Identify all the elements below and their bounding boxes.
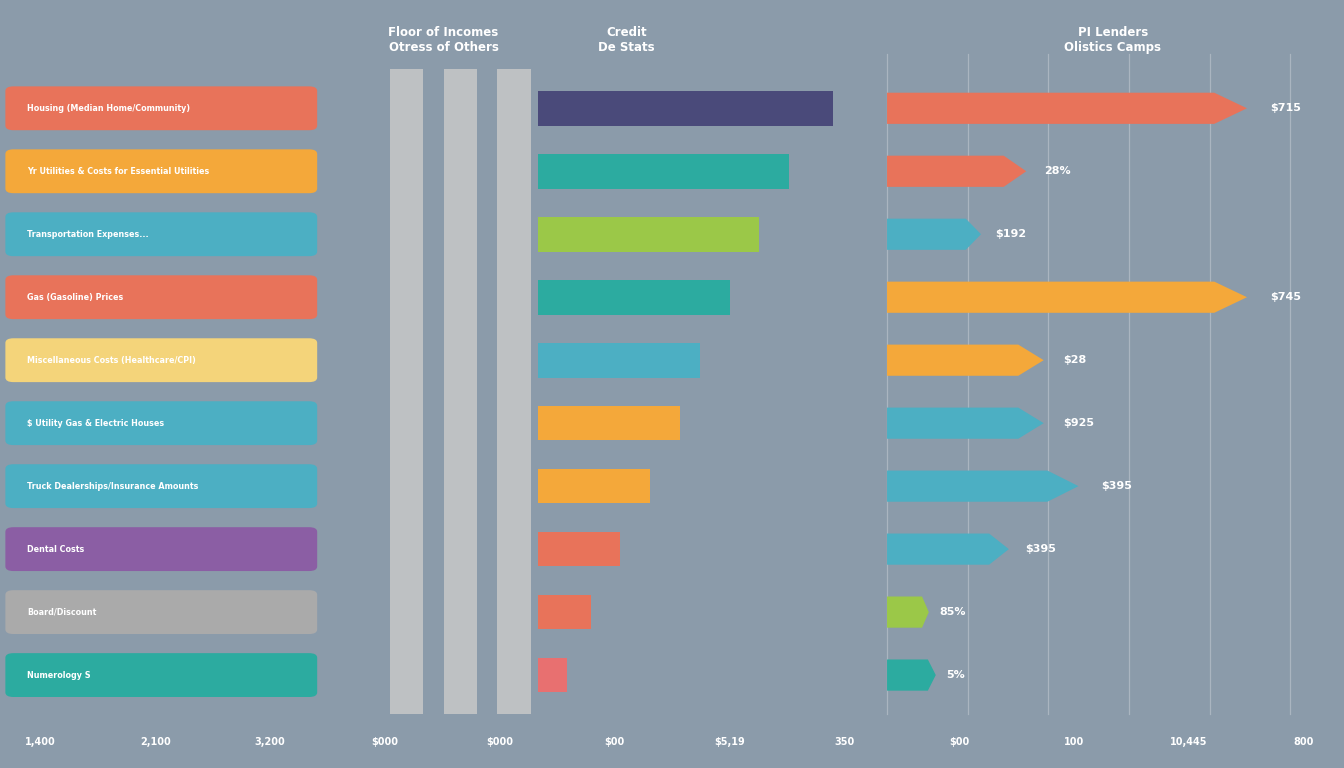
Bar <box>444 69 477 714</box>
FancyBboxPatch shape <box>5 149 317 194</box>
FancyBboxPatch shape <box>5 464 317 508</box>
Text: 2,100: 2,100 <box>140 737 171 747</box>
Text: Credit
De Stats: Credit De Stats <box>598 26 655 54</box>
Bar <box>538 343 700 378</box>
Text: $ Utility Gas & Electric Houses: $ Utility Gas & Electric Houses <box>27 419 164 428</box>
Text: $5,19: $5,19 <box>714 737 745 747</box>
Text: Board/Discount: Board/Discount <box>27 607 97 617</box>
FancyBboxPatch shape <box>5 653 317 697</box>
Text: 3,200: 3,200 <box>254 737 285 747</box>
Bar <box>538 217 759 252</box>
FancyArrow shape <box>887 219 981 250</box>
Bar <box>497 69 531 714</box>
Text: Yr Utilities & Costs for Essential Utilities: Yr Utilities & Costs for Essential Utili… <box>27 167 210 176</box>
Text: Numerology S: Numerology S <box>27 670 90 680</box>
Text: 85%: 85% <box>939 607 965 617</box>
Text: 1,400: 1,400 <box>26 737 55 747</box>
Text: $925: $925 <box>1063 418 1094 429</box>
FancyArrow shape <box>887 345 1044 376</box>
FancyBboxPatch shape <box>5 590 317 634</box>
Text: $00: $00 <box>949 737 969 747</box>
Text: $192: $192 <box>996 229 1027 240</box>
FancyArrow shape <box>887 534 1009 564</box>
Text: $000: $000 <box>371 737 398 747</box>
Bar <box>538 657 567 693</box>
Text: Truck Dealerships/Insurance Amounts: Truck Dealerships/Insurance Amounts <box>27 482 199 491</box>
Text: 350: 350 <box>835 737 855 747</box>
FancyBboxPatch shape <box>5 86 317 131</box>
Bar <box>538 154 789 189</box>
Text: $395: $395 <box>1025 544 1056 554</box>
Text: $00: $00 <box>605 737 625 747</box>
FancyArrow shape <box>887 408 1044 439</box>
FancyArrow shape <box>887 93 1247 124</box>
FancyArrow shape <box>887 597 929 627</box>
Text: 800: 800 <box>1293 737 1314 747</box>
FancyArrow shape <box>887 282 1247 313</box>
Text: $28: $28 <box>1063 355 1086 366</box>
Text: Dental Costs: Dental Costs <box>27 545 85 554</box>
Bar <box>390 69 423 714</box>
Text: Gas (Gasoline) Prices: Gas (Gasoline) Prices <box>27 293 124 302</box>
FancyBboxPatch shape <box>5 212 317 257</box>
FancyArrow shape <box>887 660 935 690</box>
FancyBboxPatch shape <box>5 401 317 445</box>
Text: Floor of Incomes
Otress of Others: Floor of Incomes Otress of Others <box>388 26 499 54</box>
Text: 10,445: 10,445 <box>1171 737 1207 747</box>
FancyArrow shape <box>887 156 1027 187</box>
Bar <box>538 91 833 126</box>
Text: 100: 100 <box>1064 737 1085 747</box>
Bar <box>538 406 680 441</box>
Bar <box>538 280 730 315</box>
Text: 5%: 5% <box>946 670 965 680</box>
Text: Transportation Expenses...: Transportation Expenses... <box>27 230 148 239</box>
FancyBboxPatch shape <box>5 338 317 382</box>
Text: PI Lenders
Olistics Camps: PI Lenders Olistics Camps <box>1064 26 1161 54</box>
Text: 28%: 28% <box>1044 166 1071 177</box>
Text: Miscellaneous Costs (Healthcare/CPI): Miscellaneous Costs (Healthcare/CPI) <box>27 356 196 365</box>
Bar <box>538 594 591 630</box>
FancyBboxPatch shape <box>5 275 317 319</box>
Text: $395: $395 <box>1101 481 1132 492</box>
Bar <box>538 468 650 504</box>
Text: $745: $745 <box>1270 292 1301 303</box>
FancyArrow shape <box>887 471 1078 502</box>
Bar <box>538 531 621 567</box>
Text: Housing (Median Home/Community): Housing (Median Home/Community) <box>27 104 190 113</box>
Text: $000: $000 <box>487 737 513 747</box>
FancyBboxPatch shape <box>5 527 317 571</box>
Text: $715: $715 <box>1270 103 1301 114</box>
